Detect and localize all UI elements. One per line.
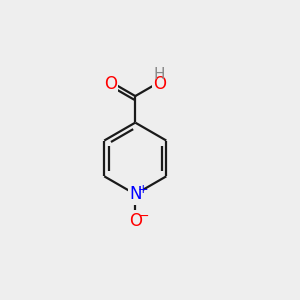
Text: O: O [129, 212, 142, 230]
Text: +: + [137, 183, 148, 196]
Text: O: O [153, 75, 166, 93]
Text: −: − [139, 210, 149, 223]
Text: H: H [154, 67, 165, 82]
Text: N: N [129, 185, 142, 203]
Text: O: O [104, 75, 117, 93]
